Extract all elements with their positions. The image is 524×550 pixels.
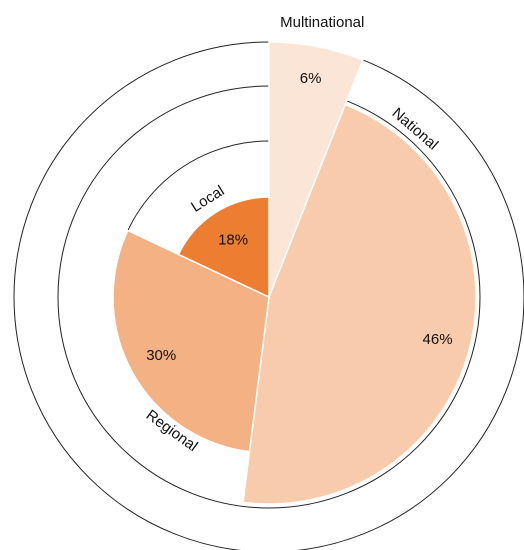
value-label: 18%: [218, 231, 248, 248]
value-label: 6%: [300, 70, 322, 87]
slice: [112, 229, 270, 453]
slice: [242, 103, 477, 505]
slice: [177, 196, 270, 299]
category-label: Multinational: [280, 14, 364, 31]
value-label: 46%: [423, 331, 453, 348]
slice: [268, 41, 364, 298]
value-label: 30%: [146, 347, 176, 364]
